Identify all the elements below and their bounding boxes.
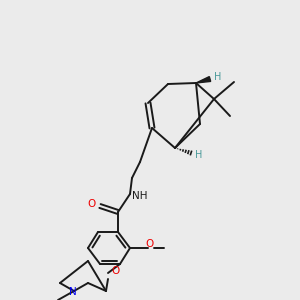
Text: O: O xyxy=(88,199,96,209)
Text: H: H xyxy=(195,150,203,160)
Text: H: H xyxy=(214,72,222,82)
Text: NH: NH xyxy=(132,191,148,201)
Text: O: O xyxy=(145,239,153,249)
Text: O: O xyxy=(112,266,120,276)
Text: N: N xyxy=(69,287,77,297)
Polygon shape xyxy=(196,76,211,83)
